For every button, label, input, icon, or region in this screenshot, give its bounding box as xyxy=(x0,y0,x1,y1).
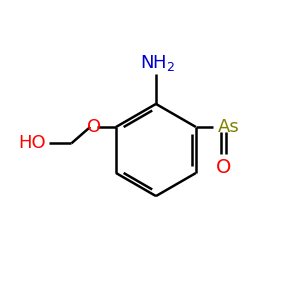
Text: O: O xyxy=(216,158,231,177)
Text: O: O xyxy=(87,118,101,136)
Text: NH$_2$: NH$_2$ xyxy=(140,53,175,73)
Text: HO: HO xyxy=(18,134,46,152)
Text: As: As xyxy=(218,118,240,136)
